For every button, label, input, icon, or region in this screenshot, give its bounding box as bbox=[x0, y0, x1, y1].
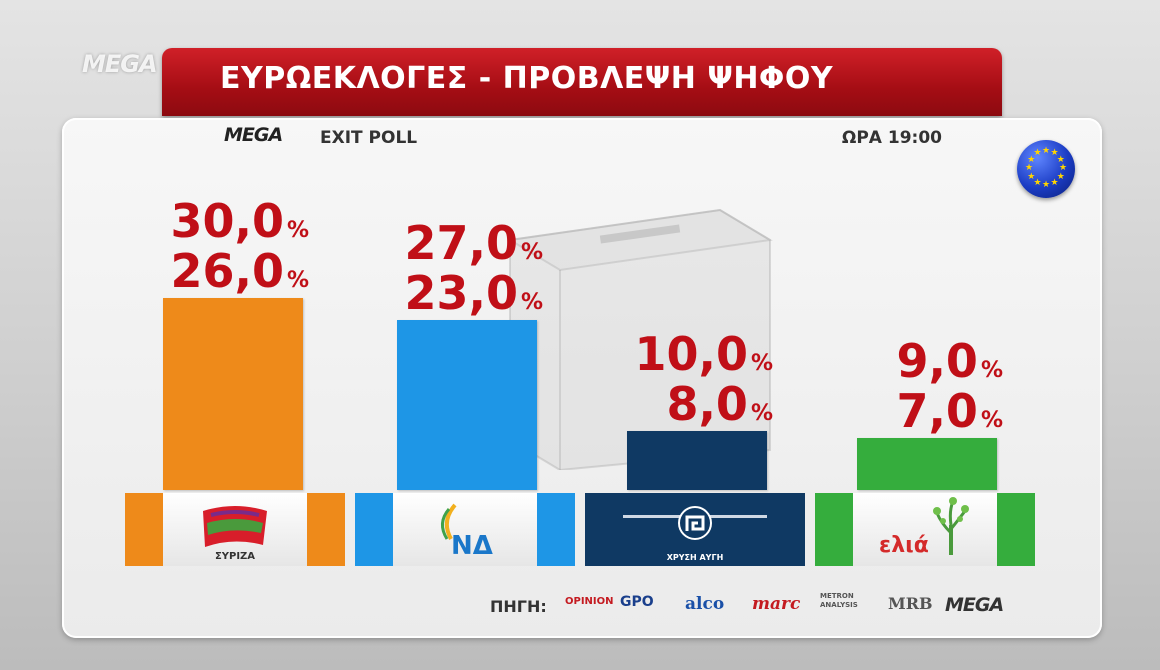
logo-center: ΣΥΡΙΖΑ bbox=[163, 493, 307, 566]
eu-star-icon: ★ bbox=[1033, 177, 1042, 188]
value-label-high-4: 9,0% bbox=[896, 338, 1003, 394]
party-logo-golden-dawn: ΧΡΥΣΗ ΑΥΓΗ bbox=[585, 493, 805, 566]
percent-sign: % bbox=[750, 350, 773, 376]
logo-center: ΝΔ bbox=[393, 493, 537, 566]
source-mega-logo: MEGA bbox=[945, 594, 1004, 616]
eu-flag-icon: ★ ★ ★ ★ ★ ★ ★ ★ ★ ★ ★ ★ bbox=[1017, 140, 1075, 198]
party-name: ελιά bbox=[879, 533, 929, 558]
eu-star-icon: ★ bbox=[1059, 163, 1068, 173]
percent-sign: % bbox=[520, 289, 543, 315]
source-marc-logo: marc bbox=[752, 594, 801, 614]
percent-sign: % bbox=[980, 408, 1003, 434]
percent-sign: % bbox=[750, 400, 773, 426]
value-label-low-4: 7,0% bbox=[896, 388, 1003, 444]
eu-star-icon: ★ bbox=[1050, 177, 1059, 188]
percent-sign: % bbox=[286, 267, 309, 293]
value-number: 26,0 bbox=[170, 243, 284, 298]
olive-tree-icon bbox=[933, 497, 969, 555]
logo-side-right bbox=[307, 493, 345, 566]
party-logo-syriza: ΣΥΡΙΖΑ bbox=[125, 493, 345, 566]
eu-star-icon: ★ bbox=[1042, 146, 1051, 156]
subheader: MEGA EXIT POLL ΩΡΑ 19:00 bbox=[162, 124, 1042, 154]
bar-2 bbox=[397, 319, 537, 490]
value-label-low-2: 23,0% bbox=[404, 270, 543, 326]
value-label-high-1: 30,0% bbox=[170, 198, 309, 254]
value-number: 7,0 bbox=[896, 384, 978, 439]
logo-side-left bbox=[815, 493, 853, 566]
source-metron-logo: METRON ANALYSIS bbox=[820, 592, 858, 609]
value-label-low-1: 26,0% bbox=[170, 248, 309, 304]
time-label: ΩΡΑ 19:00 bbox=[841, 128, 942, 148]
eu-star-icon: ★ bbox=[1033, 148, 1042, 159]
party-logo-elia: ελιά bbox=[815, 493, 1035, 566]
logo-side-right bbox=[537, 493, 575, 566]
source-label: ΠΗΓΗ: bbox=[490, 597, 547, 616]
logo-side-right bbox=[767, 493, 805, 566]
channel-logo: MEGA bbox=[82, 50, 158, 78]
logo-side-left bbox=[585, 493, 623, 566]
eu-star-icon: ★ bbox=[1050, 148, 1059, 159]
eu-star-icon: ★ bbox=[1056, 171, 1065, 182]
value-label-high-2: 27,0% bbox=[404, 220, 543, 276]
logo-side-left bbox=[125, 493, 163, 566]
bar-4 bbox=[857, 438, 997, 490]
eu-star-icon: ★ bbox=[1025, 163, 1034, 173]
logo-center: ελιά bbox=[853, 493, 997, 566]
exit-poll-label: EXIT POLL bbox=[320, 128, 418, 148]
meander-emblem-icon bbox=[623, 506, 767, 540]
source-opinion-logo: OPINION bbox=[565, 596, 614, 607]
value-number: 9,0 bbox=[896, 334, 978, 389]
percent-sign: % bbox=[520, 239, 543, 265]
value-number: 30,0 bbox=[170, 193, 284, 248]
syriza-flag-icon bbox=[203, 506, 267, 547]
logo-side-left bbox=[355, 493, 393, 566]
party-name: ΝΔ bbox=[451, 531, 493, 561]
logo-side-right bbox=[997, 493, 1035, 566]
value-label-low-3: 8,0% bbox=[666, 381, 773, 437]
chart-title: ΕΥΡΩΕΚΛΟΓΕΣ - ΠΡΟΒΛΕΨΗ ΨΗΦΟΥ bbox=[220, 61, 834, 96]
logo-center: ΧΡΥΣΗ ΑΥΓΗ bbox=[623, 493, 767, 566]
party-name: ΣΥΡΙΖΑ bbox=[214, 551, 256, 562]
percent-sign: % bbox=[980, 358, 1003, 384]
bar-3 bbox=[627, 430, 767, 490]
party-name: ΧΡΥΣΗ ΑΥΓΗ bbox=[666, 553, 724, 562]
eu-star-icon: ★ bbox=[1056, 154, 1065, 165]
sub-logo: MEGA bbox=[224, 124, 283, 146]
value-number: 23,0 bbox=[404, 265, 518, 320]
value-number: 8,0 bbox=[666, 376, 748, 431]
percent-sign: % bbox=[286, 217, 309, 243]
eu-star-icon: ★ bbox=[1027, 171, 1036, 182]
source-alco-logo: alco bbox=[685, 594, 725, 614]
title-bar: ΕΥΡΩΕΚΛΟΓΕΣ - ΠΡΟΒΛΕΨΗ ΨΗΦΟΥ bbox=[162, 48, 1002, 116]
bar-1 bbox=[163, 297, 303, 490]
eu-star-icon: ★ bbox=[1027, 154, 1036, 165]
source-mrb-logo: MRB bbox=[888, 594, 933, 613]
ballot-box-watermark bbox=[507, 208, 773, 470]
party-logo-nd: ΝΔ bbox=[355, 493, 575, 566]
value-label-high-3: 10,0% bbox=[634, 331, 773, 387]
nd-torch-icon bbox=[441, 503, 457, 540]
value-number: 10,0 bbox=[634, 326, 748, 381]
eu-star-icon: ★ bbox=[1042, 180, 1051, 190]
value-number: 27,0 bbox=[404, 215, 518, 270]
source-gpo-logo: GPO bbox=[620, 594, 654, 610]
